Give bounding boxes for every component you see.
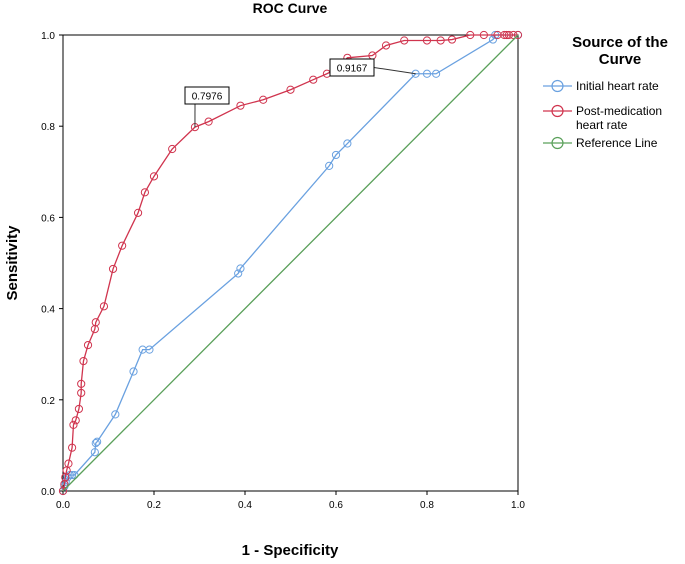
data-point-post-medication-heart-rate [259, 95, 268, 104]
x-tick-label: 0.0 [56, 500, 70, 511]
series-initial-heart-rate [58, 30, 523, 496]
data-point-post-medication-heart-rate [309, 75, 318, 84]
y-tick-label: 0.8 [41, 122, 55, 133]
legend-label: Post-medication [576, 104, 662, 118]
annotation-1: 0.9167 [329, 58, 416, 77]
annotation-label: 0.9167 [337, 64, 368, 75]
data-point-initial-heart-rate [432, 69, 441, 78]
annotation-box [329, 58, 375, 77]
data-point-post-medication-heart-rate [140, 188, 149, 197]
data-point-post-medication-heart-rate [400, 36, 409, 45]
data-point-initial-heart-rate [331, 150, 341, 160]
data-point-post-medication-heart-rate [149, 172, 159, 181]
y-tick-label: 0.0 [41, 487, 55, 498]
annotation-box [184, 86, 230, 105]
data-point-post-medication-heart-rate [77, 379, 86, 388]
y-tick-label: 0.2 [41, 396, 55, 407]
x-tick-label: 0.6 [329, 500, 343, 511]
data-point-initial-heart-rate [70, 470, 79, 480]
legend-title-line2: Curve [599, 51, 642, 68]
data-point-post-medication-heart-rate [74, 404, 84, 414]
x-tick-label: 0.4 [238, 500, 252, 511]
series-line-initial-heart-rate [62, 34, 518, 492]
legend-label: Initial heart rate [576, 79, 659, 93]
data-point-post-medication-heart-rate [204, 117, 213, 126]
data-point-initial-heart-rate [343, 139, 352, 148]
data-point-post-medication-heart-rate [91, 318, 100, 327]
data-point-initial-heart-rate [93, 437, 102, 446]
data-point-initial-heart-rate [488, 35, 498, 44]
annotation-label: 0.7976 [192, 92, 223, 103]
legend-swatch-marker [551, 104, 564, 118]
series-layer [58, 30, 523, 496]
data-point-post-medication-heart-rate [422, 36, 432, 45]
data-point-post-medication-heart-rate [500, 30, 509, 40]
data-point-post-medication-heart-rate [71, 416, 80, 425]
data-point-post-medication-heart-rate [77, 388, 86, 398]
legend-swatch-marker [551, 136, 564, 150]
data-point-initial-heart-rate [91, 439, 100, 448]
data-point-post-medication-heart-rate [236, 101, 245, 110]
data-point-post-medication-heart-rate [118, 241, 127, 250]
data-point-initial-heart-rate [145, 345, 154, 354]
data-point-post-medication-heart-rate [436, 36, 445, 45]
data-point-post-medication-heart-rate [68, 443, 77, 452]
data-point-post-medication-heart-rate [504, 30, 513, 40]
series-reference-line [62, 34, 519, 492]
annotation-layer: 0.7976 0.9167 [184, 58, 416, 128]
data-point-post-medication-heart-rate [286, 85, 295, 94]
data-point-post-medication-heart-rate [513, 30, 523, 40]
x-tick-label: 1.0 [511, 500, 525, 511]
legend-item-initial-heart-rate: Initial heart rate [543, 79, 659, 93]
data-point-initial-heart-rate [234, 269, 243, 278]
annotation-leader [373, 67, 416, 75]
legend-swatch-marker [551, 79, 564, 93]
data-point-initial-heart-rate [422, 69, 432, 78]
data-point-initial-heart-rate [325, 161, 334, 170]
data-point-initial-heart-rate [111, 410, 120, 419]
data-point-initial-heart-rate [411, 69, 420, 78]
data-point-post-medication-heart-rate [79, 356, 88, 366]
data-point-initial-heart-rate [129, 367, 138, 376]
data-point-post-medication-heart-rate [108, 264, 118, 274]
y-axis-label: Sensitivity [4, 225, 21, 301]
plot-frame [62, 34, 519, 492]
data-point-post-medication-heart-rate [168, 144, 177, 154]
legend: Source of the Curve Initial heart rate Po… [543, 34, 668, 150]
data-point-post-medication-heart-rate [466, 30, 475, 40]
x-axis-label: 1 - Specificity [242, 542, 339, 559]
y-tick-label: 1.0 [41, 31, 55, 42]
legend-label: Reference Line [576, 136, 658, 150]
data-point-post-medication-heart-rate [99, 302, 109, 311]
data-point-initial-heart-rate [236, 264, 245, 273]
chart-title: ROC Curve [253, 0, 328, 16]
series-line-reference-line [62, 34, 519, 492]
data-point-post-medication-heart-rate [509, 30, 518, 40]
annotation-0: 0.7976 [184, 86, 230, 128]
data-point-post-medication-heart-rate [64, 459, 73, 468]
legend-title-line1: Source of the [572, 34, 668, 51]
y-tick-label: 0.4 [41, 305, 55, 316]
data-point-post-medication-heart-rate [381, 41, 391, 50]
data-point-initial-heart-rate [90, 448, 99, 457]
x-tick-label: 0.2 [147, 500, 161, 511]
data-point-post-medication-heart-rate [447, 35, 457, 44]
x-tick-label: 0.8 [420, 500, 434, 511]
legend-item-reference-line: Reference Line [543, 136, 658, 150]
data-point-post-medication-heart-rate [69, 420, 78, 429]
data-point-post-medication-heart-rate [83, 340, 93, 350]
y-tick-label: 0.6 [41, 213, 55, 224]
data-point-post-medication-heart-rate [133, 208, 143, 217]
data-point-post-medication-heart-rate [479, 30, 488, 40]
legend-label-line2: heart rate [576, 118, 628, 132]
